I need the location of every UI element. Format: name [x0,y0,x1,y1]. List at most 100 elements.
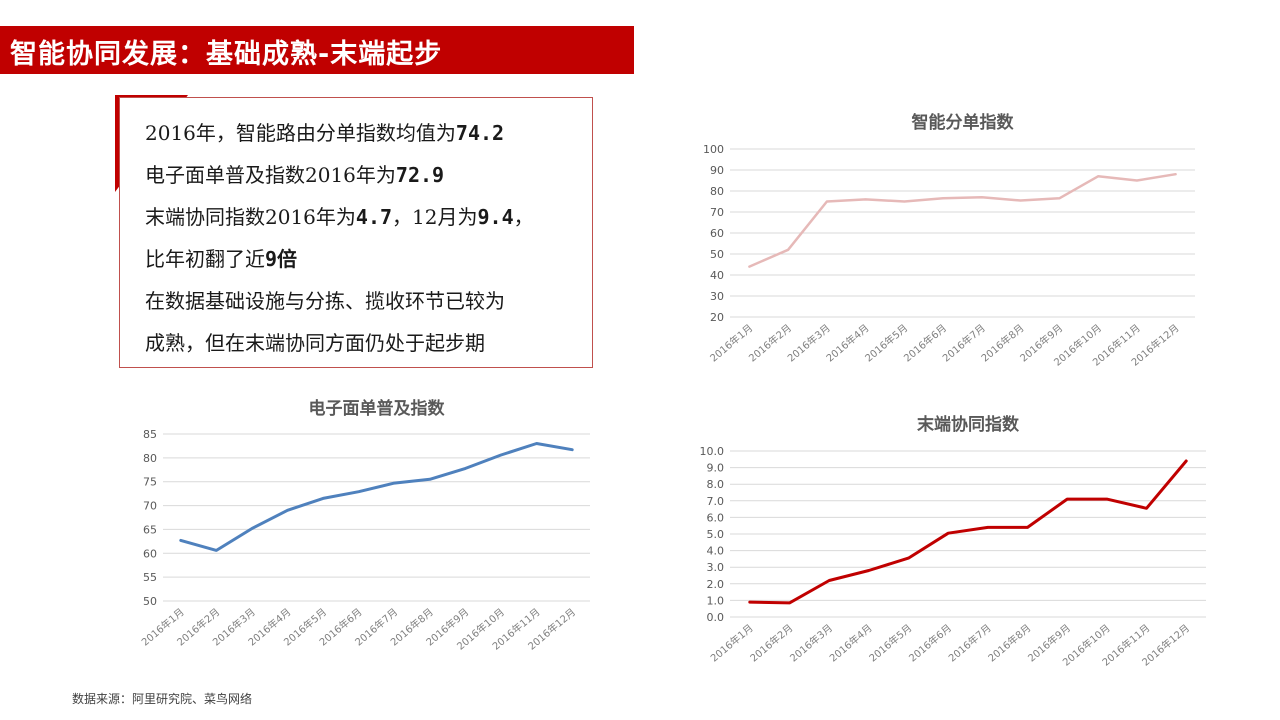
summary-text-segment: 末端协同指数2016年为 [145,205,356,229]
data-point [987,526,989,528]
chart-title: 智能分单指数 [912,112,1015,133]
data-point [251,527,253,529]
summary-text-segment: ， [513,205,534,229]
data-point [287,509,289,511]
summary-box: 2016年，智能路由分单指数均值为74.2 电子面单普及指数2016年为72.9 末… [119,97,593,368]
y-tick-label: 1.0 [707,594,725,607]
data-point [1058,197,1060,199]
summary-highlight-value: 72.9 [395,163,445,187]
y-tick-label: 85 [143,428,157,441]
series-line [179,442,574,552]
y-tick-label: 30 [710,290,724,303]
data-point [868,570,870,572]
data-point [571,449,573,451]
y-tick-label: 100 [703,143,724,156]
x-tick-label: 2016年2月 [747,621,795,664]
data-point [358,491,360,493]
data-point [865,198,867,200]
summary-text-segment: 比年初翻了近 [145,247,265,271]
data-point [1106,498,1108,500]
summary-highlight-value: 4.7 [355,205,393,229]
data-point [1027,526,1028,528]
waybill-index-chart: 电子面单普及指数 50 55 60 65 70 75 80 85 2016年1月 2016年2月 20… [118,388,608,678]
y-tick-label: 40 [710,269,724,282]
source-note: 数据来源：阿里研究院、菜鸟网络 [72,692,253,706]
data-point [942,197,944,199]
data-point [1175,173,1177,175]
x-tick-label: 2016年3月 [787,621,835,664]
x-tick-label: 2016年6月 [906,621,954,664]
y-tick-label: 65 [143,523,157,536]
y-tick-label: 50 [710,248,724,261]
y-tick-label: 2.0 [707,578,725,591]
data-point [1066,498,1068,500]
summary-line: 电子面单普及指数2016年为72.9 [145,154,590,196]
summary-text-segment: 成熟，但在末端协同方面仍处于起步期 [145,331,485,355]
y-tick-label: 8.0 [707,478,725,491]
data-point [828,579,830,581]
y-tick-label: 0.0 [707,611,725,624]
y-tick-label: 20 [710,311,724,324]
summary-line: 在数据基础设施与分拣、揽收环节已较为 [145,280,590,322]
data-point [215,549,217,551]
y-tick-label: 55 [143,571,157,584]
y-tick-label: 50 [143,595,157,608]
chart-title: 末端协同指数 [917,414,1020,435]
data-point [464,467,466,469]
summary-text-segment: 在数据基础设施与分拣、揽收环节已较为 [145,289,505,313]
y-tick-label: 60 [143,547,157,560]
x-tick-label: 2016年7月 [946,621,994,664]
summary-highlight-value: 74.2 [455,121,505,145]
y-tick-label: 60 [710,227,724,240]
data-point [1020,199,1022,201]
data-point [536,443,538,445]
data-point [500,454,502,456]
data-point [429,478,431,480]
y-tick-label: 10.0 [700,445,725,458]
y-tick-label: 70 [710,206,724,219]
data-point [981,196,983,198]
data-point [393,482,395,484]
summary-line: 2016年，智能路由分单指数均值为74.2 [145,112,590,154]
series-line [748,172,1177,268]
x-tick-label: 2016年8月 [985,621,1033,664]
y-tick-label: 6.0 [707,511,725,524]
summary-highlight-value: 9倍 [265,247,298,271]
title-bar: 智能协同发展：基础成熟-末端起步 [0,26,634,74]
summary-line: 末端协同指数2016年为4.7，12月为9.4， [145,196,590,238]
data-point [903,201,905,202]
terminal-collab-chart: 末端协同指数 0.0 1.0 2.0 3.0 4.0 5.0 6.0 7.0 8.0 9.0 10.0… [690,404,1220,694]
y-tick-label: 5.0 [707,528,725,541]
routing-index-chart: 智能分单指数 20 30 40 50 60 70 80 90 100 2016年1月 2016年2月 2… [690,100,1210,390]
y-tick-label: 3.0 [707,561,725,574]
y-tick-label: 80 [710,185,724,198]
summary-line: 成熟，但在末端协同方面仍处于起步期 [145,322,590,364]
data-point [908,557,909,559]
series-line [748,459,1188,605]
x-tick-label: 2016年5月 [866,621,914,664]
data-point [180,539,182,541]
summary-highlight-value: 9.4 [477,205,514,229]
y-tick-label: 9.0 [707,462,725,475]
data-point [1146,507,1147,509]
data-point [947,532,949,534]
summary-text-segment: ，12月为 [392,205,478,229]
data-point [1185,460,1187,462]
data-point [1136,180,1138,181]
data-point [749,601,751,603]
summary-line: 比年初翻了近9倍 [145,238,590,280]
data-point [322,497,324,499]
y-tick-label: 70 [143,500,157,513]
summary-text: 2016年，智能路由分单指数均值为74.2 电子面单普及指数2016年为72.9 末… [145,112,590,364]
x-tick-label: 2016年1月 [708,621,756,664]
page-title: 智能协同发展：基础成熟-末端起步 [10,39,443,70]
summary-text-segment: 电子面单普及指数2016年为 [145,163,396,187]
data-point [826,201,828,202]
data-point [1097,175,1099,177]
y-tick-label: 4.0 [707,545,725,558]
chart-title: 电子面单普及指数 [309,398,446,419]
data-point [789,602,790,604]
summary-text-segment: 2016年，智能路由分单指数均值为 [145,121,456,145]
y-tick-label: 7.0 [707,495,725,508]
data-point [787,249,789,251]
